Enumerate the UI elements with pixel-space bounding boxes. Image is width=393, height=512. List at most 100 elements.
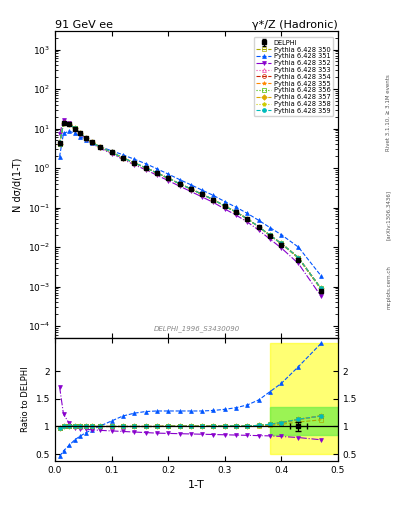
Pythia 6.428 354 [211, 197, 216, 203]
Pythia 6.428 350 [279, 241, 284, 247]
Pythia 6.428 357 [154, 170, 159, 176]
Pythia 6.428 358 [279, 241, 284, 247]
Text: mcplots.cern.ch: mcplots.cern.ch [386, 265, 391, 309]
Pythia 6.428 354 [154, 170, 159, 176]
Pythia 6.428 359 [177, 181, 182, 187]
Pythia 6.428 352 [154, 172, 159, 178]
Pythia 6.428 359 [132, 160, 137, 166]
Pythia 6.428 357 [200, 191, 204, 198]
Y-axis label: Ratio to DELPHI: Ratio to DELPHI [21, 367, 30, 432]
Text: γ*/Z (Hadronic): γ*/Z (Hadronic) [252, 20, 338, 30]
Pythia 6.428 350 [166, 175, 171, 181]
Pythia 6.428 356 [189, 186, 193, 192]
Pythia 6.428 353 [234, 209, 239, 215]
Pythia 6.428 355 [90, 139, 94, 145]
Line: Pythia 6.428 355: Pythia 6.428 355 [58, 121, 323, 290]
Pythia 6.428 353 [154, 170, 159, 176]
Pythia 6.428 353 [245, 216, 250, 222]
Pythia 6.428 354 [256, 224, 261, 230]
Pythia 6.428 355 [222, 203, 227, 209]
Pythia 6.428 353 [78, 131, 83, 137]
Pythia 6.428 354 [67, 121, 72, 127]
Pythia 6.428 355 [200, 191, 204, 198]
Pythia 6.428 355 [67, 121, 72, 127]
Pythia 6.428 356 [245, 216, 250, 222]
Pythia 6.428 356 [296, 254, 301, 261]
Pythia 6.428 358 [84, 135, 88, 141]
Pythia 6.428 355 [154, 170, 159, 176]
Pythia 6.428 354 [121, 155, 125, 161]
Pythia 6.428 355 [72, 125, 77, 132]
Pythia 6.428 352 [319, 293, 323, 299]
Pythia 6.428 352 [143, 166, 148, 173]
Pythia 6.428 359 [222, 203, 227, 209]
Pythia 6.428 358 [268, 232, 272, 239]
Pythia 6.428 355 [166, 175, 171, 181]
Pythia 6.428 358 [200, 191, 204, 198]
Pythia 6.428 352 [121, 156, 125, 162]
Pythia 6.428 353 [319, 285, 323, 291]
Pythia 6.428 355 [296, 254, 301, 261]
Pythia 6.428 350 [98, 144, 103, 150]
Pythia 6.428 356 [234, 209, 239, 215]
Pythia 6.428 351 [279, 232, 284, 238]
Pythia 6.428 350 [211, 197, 216, 203]
Pythia 6.428 352 [98, 145, 103, 152]
Pythia 6.428 357 [143, 165, 148, 171]
Pythia 6.428 353 [189, 186, 193, 192]
Pythia 6.428 350 [57, 141, 62, 147]
Pythia 6.428 355 [279, 241, 284, 247]
Pythia 6.428 354 [61, 120, 66, 126]
Pythia 6.428 351 [200, 187, 204, 193]
Pythia 6.428 351 [132, 156, 137, 162]
Pythia 6.428 356 [132, 160, 137, 166]
Pythia 6.428 352 [296, 261, 301, 267]
Pythia 6.428 352 [279, 245, 284, 251]
Pythia 6.428 355 [177, 181, 182, 187]
Pythia 6.428 354 [268, 232, 272, 239]
Pythia 6.428 350 [109, 150, 114, 156]
Pythia 6.428 351 [296, 244, 301, 250]
Pythia 6.428 352 [234, 212, 239, 218]
Pythia 6.428 353 [84, 135, 88, 141]
Pythia 6.428 355 [319, 285, 323, 291]
Line: Pythia 6.428 352: Pythia 6.428 352 [58, 118, 323, 298]
Pythia 6.428 353 [296, 254, 301, 261]
Pythia 6.428 358 [98, 144, 103, 150]
Pythia 6.428 351 [72, 130, 77, 136]
Pythia 6.428 357 [166, 175, 171, 181]
Pythia 6.428 357 [90, 139, 94, 145]
Pythia 6.428 351 [154, 166, 159, 172]
Pythia 6.428 359 [268, 232, 272, 239]
Pythia 6.428 355 [61, 120, 66, 126]
Pythia 6.428 359 [245, 216, 250, 222]
Pythia 6.428 357 [256, 224, 261, 230]
Pythia 6.428 354 [132, 160, 137, 166]
Pythia 6.428 355 [84, 135, 88, 141]
Pythia 6.428 352 [189, 188, 193, 195]
Pythia 6.428 353 [61, 120, 66, 126]
Pythia 6.428 352 [222, 206, 227, 212]
Pythia 6.428 356 [72, 125, 77, 132]
Pythia 6.428 354 [222, 203, 227, 209]
Pythia 6.428 354 [143, 165, 148, 171]
Pythia 6.428 354 [98, 144, 103, 150]
Pythia 6.428 359 [189, 186, 193, 192]
Pythia 6.428 355 [121, 155, 125, 161]
Pythia 6.428 355 [268, 232, 272, 239]
Text: Rivet 3.1.10, ≥ 3.1M events: Rivet 3.1.10, ≥ 3.1M events [386, 74, 391, 151]
Pythia 6.428 358 [67, 121, 72, 127]
Pythia 6.428 355 [189, 186, 193, 192]
Legend: DELPHI, Pythia 6.428 350, Pythia 6.428 351, Pythia 6.428 352, Pythia 6.428 353, : DELPHI, Pythia 6.428 350, Pythia 6.428 3… [254, 37, 333, 116]
Pythia 6.428 350 [189, 186, 193, 192]
Line: Pythia 6.428 356: Pythia 6.428 356 [58, 121, 323, 290]
Pythia 6.428 358 [61, 120, 66, 126]
Pythia 6.428 352 [132, 162, 137, 168]
Pythia 6.428 353 [98, 144, 103, 150]
Pythia 6.428 356 [143, 165, 148, 171]
Pythia 6.428 350 [84, 135, 88, 141]
Pythia 6.428 353 [132, 160, 137, 166]
Pythia 6.428 357 [72, 125, 77, 132]
Pythia 6.428 355 [234, 209, 239, 215]
Pythia 6.428 350 [296, 255, 301, 262]
